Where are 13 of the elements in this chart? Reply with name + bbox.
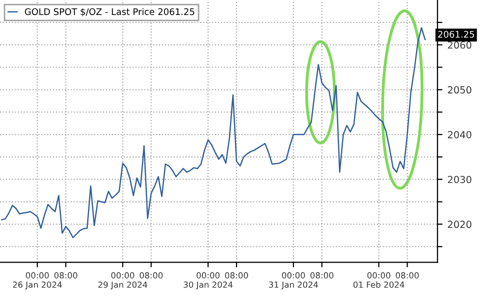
x-tick-label: 08:00 [54,272,78,278]
y-tick-label: 2050 [448,86,472,94]
x-tick-label: 08:00 [140,272,163,278]
x-tick-label: 08:00 [225,272,248,278]
y-tick-label: 2020 [448,220,472,228]
x-tick-label: 08:00 [396,272,419,278]
y-tick-label: 2060 [448,41,472,49]
y-tick-label: 2040 [448,130,472,138]
text: 2061.25 [438,30,474,38]
x-tick-label: 08:00 [310,272,334,278]
legend-label: GOLD SPOT $/OZ - Last Price 2061.25 [24,8,194,16]
y-tick-label: 2030 [448,176,472,184]
line-series [1,27,426,238]
